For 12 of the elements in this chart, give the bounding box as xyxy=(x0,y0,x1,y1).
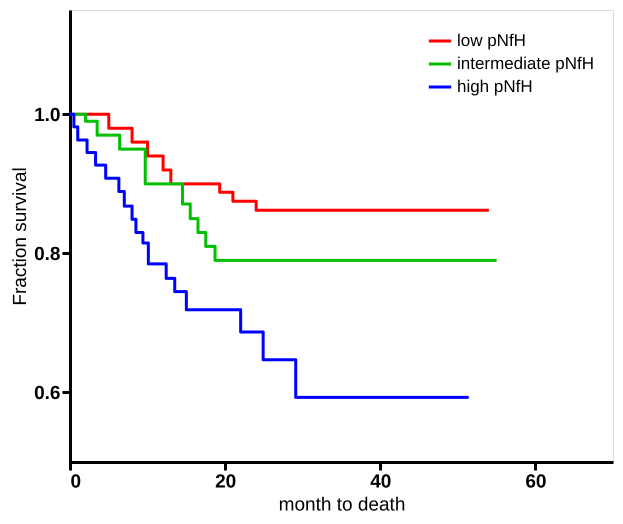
legend-label: low pNfH xyxy=(457,31,526,50)
x-tick-label: 40 xyxy=(370,472,392,492)
x-tick-label: 60 xyxy=(525,472,546,492)
legend-label: high pNfH xyxy=(457,77,533,96)
legend-label: intermediate pNfH xyxy=(457,54,594,73)
y-tick-label: 0.6 xyxy=(34,382,60,404)
y-tick-label: 0.8 xyxy=(34,244,60,265)
x-axis-title: month to death xyxy=(278,494,406,516)
x-tick-label: 20 xyxy=(215,472,236,492)
y-axis-title: Fraction survival xyxy=(10,167,32,306)
x-tick-label: 0 xyxy=(70,472,82,492)
y-tick-label: 1.0 xyxy=(34,104,60,126)
